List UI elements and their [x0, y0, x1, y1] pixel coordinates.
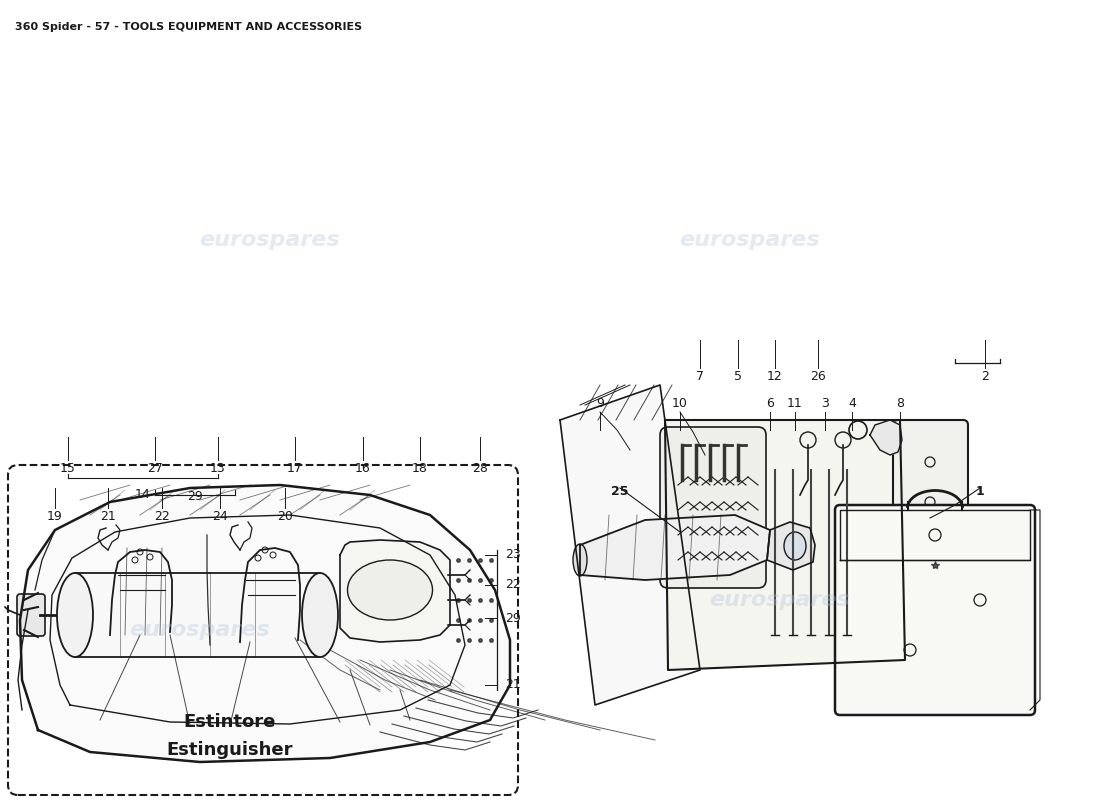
Polygon shape — [870, 420, 902, 455]
Text: 14: 14 — [135, 488, 151, 501]
Ellipse shape — [302, 573, 338, 657]
Text: 23: 23 — [505, 549, 520, 562]
Text: 28: 28 — [472, 462, 488, 475]
FancyBboxPatch shape — [835, 505, 1035, 715]
Text: 22: 22 — [154, 510, 169, 523]
FancyBboxPatch shape — [16, 594, 45, 636]
Text: 13: 13 — [210, 462, 225, 475]
Text: 1: 1 — [976, 485, 984, 498]
Polygon shape — [666, 420, 905, 670]
Text: 16: 16 — [355, 462, 371, 475]
Text: 4: 4 — [848, 397, 856, 410]
Ellipse shape — [348, 560, 432, 620]
Text: eurospares: eurospares — [710, 590, 850, 610]
FancyBboxPatch shape — [660, 427, 766, 588]
Polygon shape — [580, 515, 770, 580]
Text: 11: 11 — [788, 397, 803, 410]
Text: 25: 25 — [612, 485, 629, 498]
Text: 2: 2 — [981, 370, 989, 383]
Text: 17: 17 — [287, 462, 303, 475]
Text: 8: 8 — [896, 397, 904, 410]
Text: 22: 22 — [505, 578, 520, 591]
Text: 5: 5 — [734, 370, 742, 383]
Text: 21: 21 — [100, 510, 116, 523]
Text: 24: 24 — [212, 510, 228, 523]
Text: 20: 20 — [277, 510, 293, 523]
Text: 7: 7 — [696, 370, 704, 383]
FancyBboxPatch shape — [893, 420, 968, 660]
Polygon shape — [767, 522, 815, 570]
Text: Estintore: Estintore — [184, 713, 276, 731]
Polygon shape — [560, 385, 700, 705]
Text: 12: 12 — [767, 370, 783, 383]
Text: 10: 10 — [672, 397, 688, 410]
Text: 27: 27 — [147, 462, 163, 475]
Polygon shape — [20, 485, 510, 762]
Text: 29: 29 — [187, 490, 202, 503]
Text: 15: 15 — [60, 462, 76, 475]
Text: 26: 26 — [810, 370, 826, 383]
Text: 21: 21 — [505, 678, 520, 691]
Text: Estinguisher: Estinguisher — [167, 741, 294, 759]
Text: 9: 9 — [596, 397, 604, 410]
Text: 360 Spider - 57 - TOOLS EQUIPMENT AND ACCESSORIES: 360 Spider - 57 - TOOLS EQUIPMENT AND AC… — [15, 22, 362, 32]
Text: 29: 29 — [505, 611, 520, 625]
Ellipse shape — [784, 532, 806, 560]
Polygon shape — [75, 573, 320, 657]
Text: eurospares: eurospares — [130, 620, 271, 640]
Text: eurospares: eurospares — [680, 230, 821, 250]
Polygon shape — [340, 540, 450, 642]
Ellipse shape — [57, 573, 94, 657]
Text: 18: 18 — [412, 462, 428, 475]
Text: eurospares: eurospares — [199, 230, 340, 250]
Text: 6: 6 — [766, 397, 774, 410]
Text: 3: 3 — [821, 397, 829, 410]
Ellipse shape — [573, 544, 587, 576]
Text: 19: 19 — [47, 510, 63, 523]
